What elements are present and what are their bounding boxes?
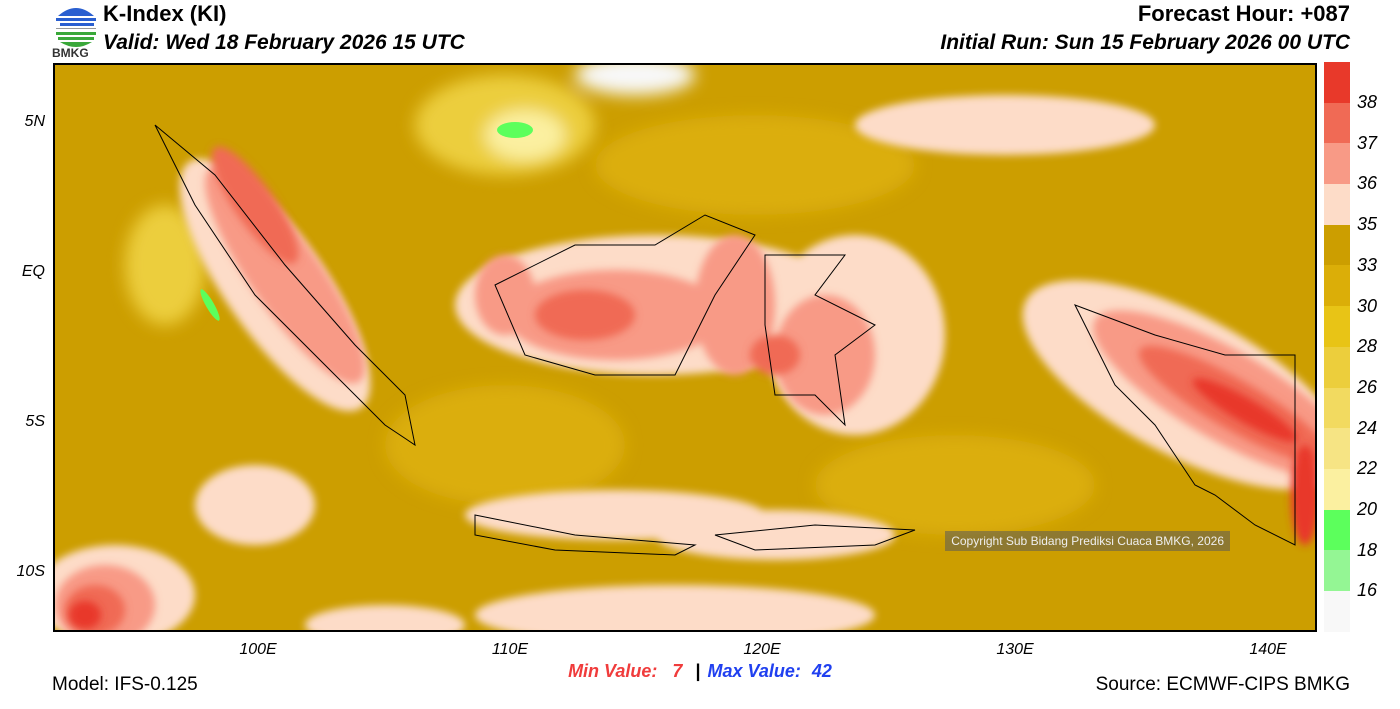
colorbar-label: 26 — [1357, 376, 1378, 397]
logo-text: BMKG — [52, 46, 89, 60]
initial-run: Initial Run: Sun 15 February 2026 00 UTC — [940, 31, 1350, 54]
colorbar-bin — [1324, 346, 1350, 388]
max-label: Max Value: — [707, 661, 801, 681]
colorbar-bin — [1324, 387, 1350, 429]
colorbar-bin — [1324, 102, 1350, 144]
colorbar-bin — [1324, 62, 1350, 103]
colorbar-label: 37 — [1357, 132, 1378, 153]
colorbar-label: 36 — [1357, 173, 1378, 194]
map-title: K-Index (KI) — [103, 1, 227, 26]
colorbar-label: 35 — [1357, 214, 1378, 235]
lon-label-140e: 140E — [1249, 641, 1287, 658]
separator: | — [695, 661, 701, 681]
colorbar-bin — [1324, 468, 1350, 510]
copyright-notice: Copyright Sub Bidang Prediksi Cuaca BMKG… — [945, 531, 1230, 551]
colorbar-bin — [1324, 265, 1350, 307]
k-index-map: Copyright Sub Bidang Prediksi Cuaca BMKG… — [53, 63, 1317, 632]
colorbar-label: 22 — [1357, 458, 1378, 479]
colorbar-bin — [1324, 306, 1350, 347]
min-max-values: Min Value: 7 | Max Value: 42 — [0, 661, 1400, 682]
min-label: Min Value: — [568, 661, 658, 681]
lat-label-5n: 5N — [24, 113, 45, 130]
valid-time: Valid: Wed 18 February 2026 15 UTC — [103, 31, 465, 54]
colorbar-label: 20 — [1357, 499, 1378, 519]
colorbar-bin — [1324, 184, 1350, 225]
coastlines — [154, 124, 1296, 556]
lon-label-100e: 100E — [239, 641, 277, 658]
bmkg-logo: BMKG — [52, 2, 100, 60]
high-ki-core — [69, 378, 1315, 629]
map-field — [55, 65, 1315, 630]
min-value: 7 — [672, 661, 683, 681]
colorbar-label: 28 — [1357, 336, 1378, 357]
lon-label-110e: 110E — [491, 641, 529, 658]
colorbar-bin — [1324, 428, 1350, 469]
colorbar-label: 33 — [1357, 254, 1378, 275]
colorbar-label: 16 — [1357, 580, 1378, 601]
colorbar-label: 18 — [1357, 539, 1378, 560]
colorbar-bin — [1324, 590, 1350, 632]
lat-label-eq: EQ — [21, 263, 45, 280]
colorbar-bin — [1324, 143, 1350, 185]
colorbar-bin — [1324, 224, 1350, 266]
max-value: 42 — [811, 661, 832, 681]
colorbar-label: 30 — [1357, 295, 1378, 316]
source-label: Source: ECMWF-CIPS BMKG — [1095, 674, 1350, 695]
model-label: Model: IFS-0.125 — [52, 674, 198, 695]
colorbar-bin — [1324, 550, 1350, 591]
colorbar-label: 38 — [1357, 92, 1378, 112]
dry-region — [125, 65, 695, 325]
lon-label-130e: 130E — [996, 641, 1034, 658]
lat-label-10s: 10S — [16, 563, 45, 580]
forecast-hour: Forecast Hour: +087 — [1137, 1, 1350, 26]
colorbar-bin — [1324, 509, 1350, 551]
lon-label-120e: 120E — [743, 641, 781, 658]
colorbar-label: 24 — [1357, 417, 1378, 438]
lat-label-5s: 5S — [25, 413, 45, 430]
colorbar — [1324, 62, 1350, 632]
